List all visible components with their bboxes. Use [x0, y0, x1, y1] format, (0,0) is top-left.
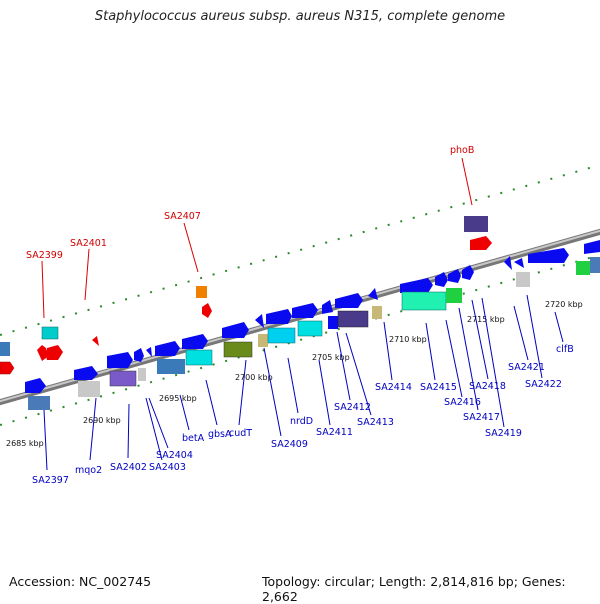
label-sa2413: SA2413 — [357, 417, 394, 428]
label-sa2416: SA2416 — [444, 397, 481, 408]
label-sa2422: SA2422 — [525, 379, 562, 390]
label-clfb: clfB — [556, 344, 574, 355]
label-beta: betA — [182, 433, 205, 444]
label-nrdd: nrdD — [290, 416, 313, 427]
forward-genes — [25, 240, 600, 410]
accession-text: Accession: NC_002745 — [9, 574, 152, 589]
scale-2700: 2700 kbp — [235, 373, 273, 382]
gene-sa2406 — [196, 286, 207, 298]
label-phob: phoB — [450, 145, 474, 156]
label-mqo2: mqo2 — [75, 465, 102, 476]
label-sa2415: SA2415 — [420, 382, 457, 393]
scale-2710: 2710 kbp — [389, 335, 427, 344]
scale-2695: 2695 kbp — [159, 394, 197, 403]
label-sa2404: SA2404 — [156, 450, 193, 461]
scale-2720: 2720 kbp — [545, 300, 583, 309]
label-sa2403: SA2403 — [149, 462, 186, 473]
reverse-gene-sa2399 — [0, 361, 15, 375]
label-cudt: cudT — [229, 428, 252, 439]
lower-dotted-track — [0, 254, 600, 426]
reverse-gene-sa2399-b — [37, 345, 46, 361]
gene-phob-box — [464, 216, 488, 232]
reverse-labels: SA2399 SA2401 SA2407 phoB — [26, 145, 474, 261]
reverse-genes — [0, 236, 492, 375]
label-sa2409: SA2409 — [271, 439, 308, 450]
reverse-gene-sa2407 — [202, 303, 212, 318]
gene-sa2398 — [41, 326, 59, 340]
label-sa2411: SA2411 — [316, 427, 353, 438]
label-sa2421: SA2421 — [508, 362, 545, 373]
upper-boxes — [0, 216, 488, 356]
label-sa2418: SA2418 — [469, 381, 506, 392]
label-sa2407: SA2407 — [164, 211, 201, 222]
label-sa2419: SA2419 — [485, 428, 522, 439]
label-sa2414: SA2414 — [375, 382, 412, 393]
reverse-gene-sa2400 — [45, 345, 63, 360]
label-sa2412: SA2412 — [334, 402, 371, 413]
forward-labels: SA2397 mqo2 SA2402 SA2404 SA2403 betA gb… — [32, 344, 574, 486]
label-sa2401: SA2401 — [70, 238, 107, 249]
reverse-gene-sa2401 — [92, 336, 99, 346]
reverse-gene-phob — [470, 236, 492, 250]
label-sa2399: SA2399 — [26, 250, 63, 261]
label-sa2417: SA2417 — [463, 412, 500, 423]
label-sa2402: SA2402 — [110, 462, 147, 473]
scale-2685: 2685 kbp — [6, 439, 44, 448]
scale-2690: 2690 kbp — [83, 416, 121, 425]
reverse-label-layer — [41, 157, 473, 319]
forward-label-leaders — [43, 294, 564, 471]
gene-left-edge — [0, 342, 10, 356]
label-gbsa: gbsA — [208, 429, 232, 440]
label-sa2397: SA2397 — [32, 475, 69, 486]
scale-2705: 2705 kbp — [312, 353, 350, 362]
map-title: Staphylococcus aureus subsp. aureus N315… — [94, 9, 506, 24]
